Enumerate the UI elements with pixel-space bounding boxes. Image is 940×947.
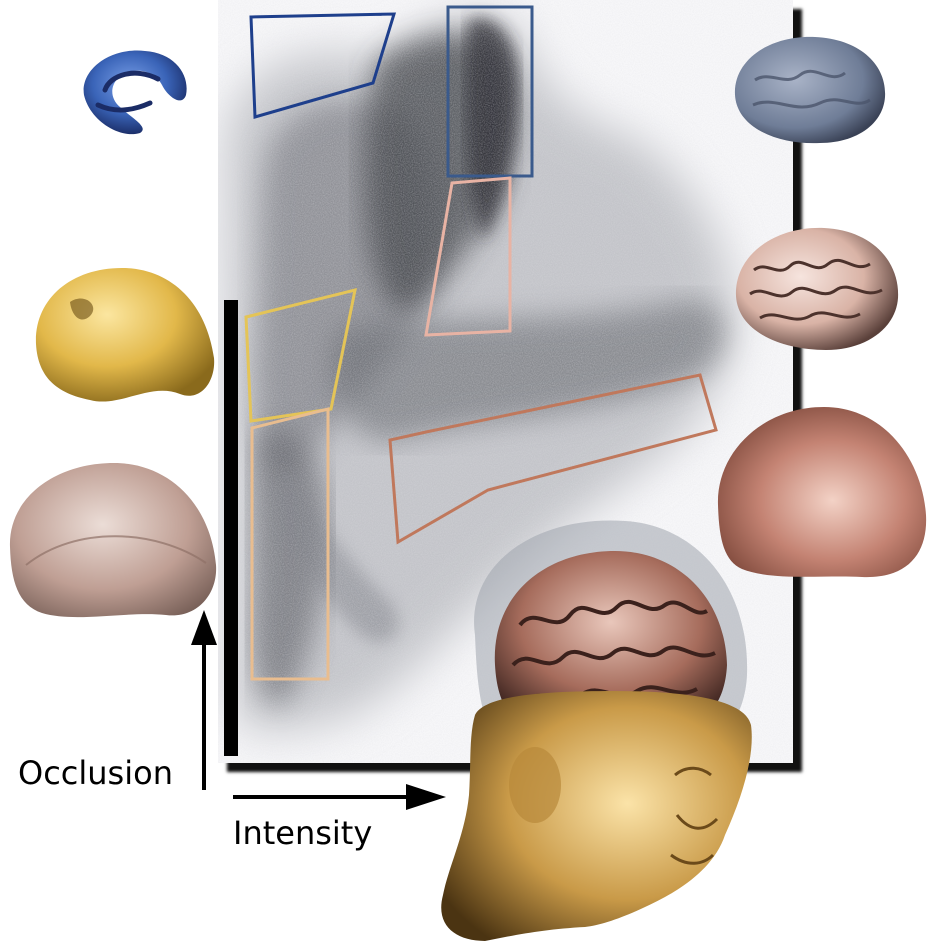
density-cloud (218, 0, 793, 763)
translucent-skull-rendering (9, 463, 217, 618)
histogram-left-edge (224, 300, 238, 756)
blue-vessels-rendering (83, 50, 187, 135)
region-left-yellow-polygon[interactable] (244, 287, 357, 423)
region-left-tan-polygon[interactable] (250, 407, 330, 681)
intensity-axis-label: Intensity (233, 814, 373, 852)
region-top-middle-polygon[interactable] (446, 5, 534, 178)
yellow-skull-rendering (35, 268, 215, 402)
occlusion-intensity-histogram (218, 0, 793, 763)
skin-head-rendering (717, 407, 927, 578)
occlusion-axis-label: Occlusion (18, 754, 173, 792)
histogram-panel (218, 0, 793, 763)
region-top-left-polygon[interactable] (249, 12, 397, 119)
pink-brain-rendering (735, 227, 899, 350)
region-middle-pink-polygon[interactable] (424, 176, 512, 337)
blue-brain-rendering (734, 36, 886, 144)
composite-head-rendering (441, 520, 752, 941)
region-right-brown-polygon[interactable] (388, 373, 718, 545)
